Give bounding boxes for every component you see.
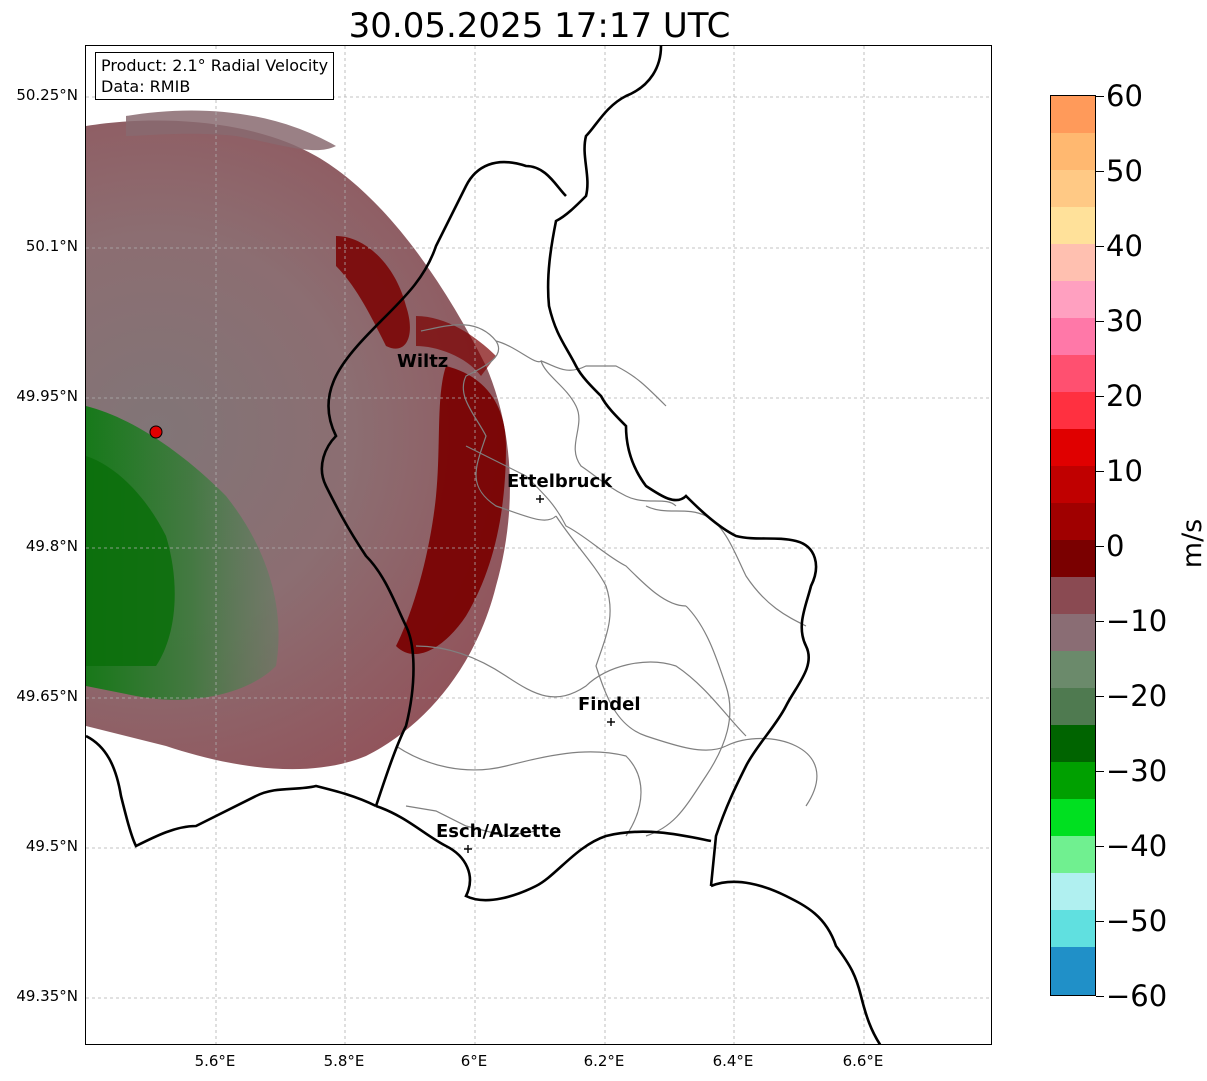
product-info-box: Product: 2.1° Radial Velocity Data: RMIB [95,52,335,100]
city-label-findel: Findel [578,694,641,715]
radar-map[interactable] [85,45,992,1045]
map-title: 30.05.2025 17:17 UTC [348,6,731,46]
city-label-ettelbruck: Ettelbruck [507,471,613,492]
colorbar-tick [1096,546,1104,547]
lon-label: 6.2°E [583,1052,625,1070]
colorbar-tick-label: 20 [1106,379,1143,413]
colorbar-tick [1096,321,1104,322]
colorbar-tick-label: 10 [1106,454,1143,488]
colorbar-tick [1096,696,1104,697]
lat-label: 49.5°N [25,837,78,855]
colorbar-tick [1096,396,1104,397]
colorbar-tick-label: −20 [1106,679,1168,713]
canton-borders [395,324,818,837]
colorbar-tick-label: −60 [1106,979,1168,1013]
lat-label: 49.65°N [16,687,78,705]
lat-label: 49.8°N [25,537,78,555]
city-label-wiltz: Wiltz [397,351,449,372]
outbound-band [396,366,506,655]
colorbar-tick [1096,771,1104,772]
colorbar-tick-label: −10 [1106,604,1168,638]
grid-lines [86,46,991,1044]
colorbar-tick [1096,621,1104,622]
country-borders [86,46,882,1044]
colorbar-tick [1096,246,1104,247]
lon-label: 6.6°E [842,1052,884,1070]
colorbar-tick [1096,471,1104,472]
lat-label: 49.95°N [16,387,78,405]
radar-site-marker [149,425,163,439]
colorbar-tick-label: −40 [1106,829,1168,863]
velocity-colorbar [1050,95,1096,996]
colorbar-tick [1096,921,1104,922]
colorbar-tick-label: 0 [1106,529,1125,563]
colorbar-tick-label: 30 [1106,304,1143,338]
colorbar-tick-label: 50 [1106,154,1143,188]
inbound-core [86,456,175,666]
product-label: Product: 2.1° Radial Velocity [101,56,329,75]
colorbar-tick-label: 60 [1106,79,1143,113]
colorbar-tick-label: 40 [1106,229,1143,263]
city-markers [464,495,615,853]
lon-label: 6°E [460,1052,488,1070]
lon-label: 5.6°E [194,1052,236,1070]
city-label-esch: Esch/Alzette [436,821,562,842]
lon-label: 5.8°E [323,1052,365,1070]
lon-label: 6.4°E [712,1052,754,1070]
outbound-scatter [416,316,496,376]
colorbar-tick [1096,996,1104,997]
colorbar-tick-label: −50 [1106,904,1168,938]
colorbar-tick [1096,171,1104,172]
colorbar-tick [1096,96,1104,97]
colorbar-tick-label: −30 [1106,754,1168,788]
map-canvas [86,46,991,1044]
colorbar-tick [1096,846,1104,847]
colorbar-unit-label: m/s [1177,518,1207,569]
lat-label: 50.1°N [25,237,78,255]
data-source-label: Data: RMIB [101,77,191,96]
lat-label: 49.35°N [16,987,78,1005]
lat-label: 50.25°N [16,86,78,104]
colorbar-swatches [1051,96,1095,995]
echo-north-arm [126,110,336,151]
outbound-north [336,236,410,349]
